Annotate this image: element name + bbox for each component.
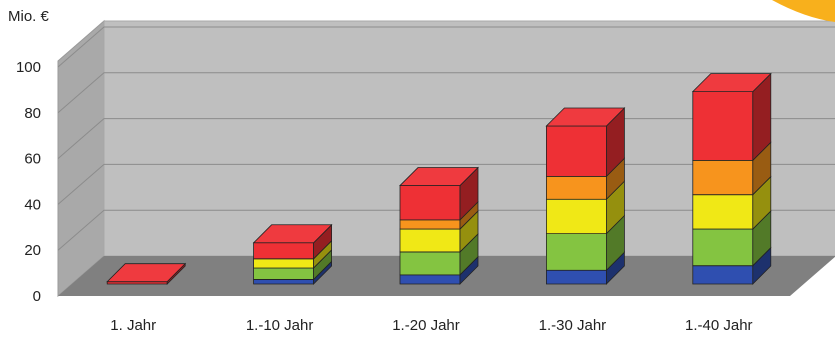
bar-segment: [546, 198, 607, 235]
bar-segment: [546, 175, 607, 200]
gridline: [57, 72, 835, 114]
bar-top: [691, 73, 772, 93]
bar-top: [252, 224, 333, 244]
bar-segment: [692, 194, 754, 230]
bar-segment: [399, 251, 461, 276]
gridline: [57, 26, 835, 68]
bar-segment: [399, 274, 461, 285]
bar-segment: [546, 125, 607, 177]
bar-top: [399, 167, 479, 186]
bar-segment: [546, 233, 607, 271]
y-axis-label: Mio. €: [8, 8, 49, 25]
bars: [106, 72, 772, 285]
bar-segment: [399, 219, 461, 230]
bar-segment: [692, 159, 754, 196]
bar-stack: [399, 166, 479, 285]
bar-stack: [691, 72, 772, 285]
x-tick-labels: 1. Jahr 1.-10 Jahr 1.-20 Jahr 1.-30 Jahr 1.-…: [110, 317, 752, 334]
bar-segment: [399, 228, 461, 253]
bar-segment: [546, 269, 607, 285]
bar-segment: [253, 258, 315, 269]
x-tick-label: 1.-30 Jahr: [539, 317, 607, 334]
y-tick-labels: 0 20 40 60 80 100: [16, 59, 41, 305]
bar-segment: [253, 267, 315, 280]
bar-stack: [106, 262, 187, 285]
x-tick-label: 1.-20 Jahr: [392, 317, 460, 334]
x-tick-label: 1.-10 Jahr: [246, 317, 314, 334]
chart-walls: [57, 19, 835, 298]
bar-top: [106, 263, 187, 283]
bar-segment: [692, 91, 754, 161]
x-tick-label: 1.-40 Jahr: [685, 317, 753, 334]
y-tick-label: 40: [24, 196, 41, 213]
x-tick-label: 1. Jahr: [110, 317, 156, 334]
y-tick-label: 20: [24, 242, 41, 259]
corner-accent-shape: [772, 0, 835, 22]
bar-segment: [692, 228, 754, 267]
bar-segment: [399, 185, 461, 221]
y-tick-label: 0: [33, 288, 41, 305]
bar-segment: [253, 242, 315, 260]
y-tick-label: 100: [16, 59, 41, 76]
bar-stack: [545, 107, 626, 285]
bar-top: [545, 107, 626, 127]
bar-segment: [253, 279, 315, 285]
corner-accent: [772, 0, 835, 22]
bar-segment: [692, 265, 754, 285]
y-tick-label: 60: [24, 151, 41, 168]
bar-stack: [252, 223, 333, 285]
side-wall: [57, 19, 105, 298]
y-tick-label: 80: [24, 105, 41, 122]
